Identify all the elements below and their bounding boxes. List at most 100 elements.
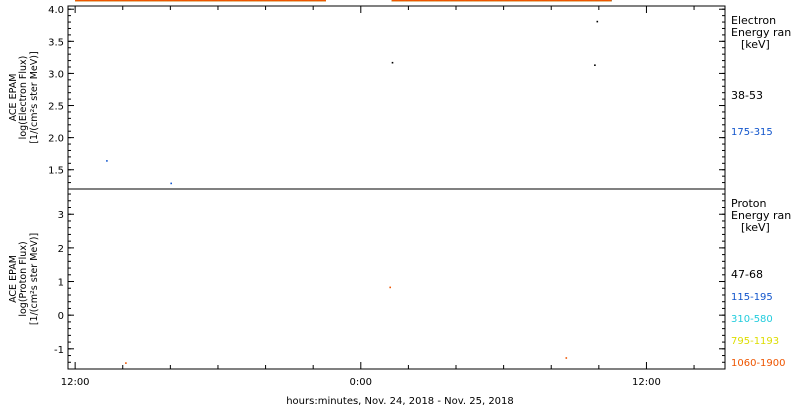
data-point (496, 0, 498, 2)
data-point (431, 0, 433, 2)
data-point (164, 0, 166, 2)
y-axis-label: ACE EPAM (8, 255, 19, 303)
data-point (436, 0, 438, 2)
data-point (415, 0, 417, 2)
data-point (211, 0, 213, 2)
data-point (593, 0, 595, 2)
data-point (295, 0, 298, 2)
data-point (437, 0, 440, 2)
data-point (472, 0, 474, 2)
data-point (268, 0, 270, 2)
data-point (442, 0, 444, 2)
data-point (83, 0, 85, 2)
legend-entry-1060-1900: 1060-1900 (731, 358, 786, 369)
data-point (316, 0, 318, 2)
data-point (570, 0, 572, 2)
data-point (223, 0, 225, 2)
data-point (601, 0, 603, 2)
data-point (219, 0, 222, 2)
data-point (576, 0, 578, 2)
data-point (507, 0, 509, 2)
data-point (420, 0, 422, 2)
data-point (260, 0, 262, 2)
data-point (137, 0, 139, 2)
data-point (524, 0, 526, 2)
data-point (91, 0, 93, 2)
data-point (80, 0, 82, 2)
data-point (540, 0, 542, 2)
data-point (82, 0, 84, 2)
data-point (412, 0, 414, 2)
data-point (402, 0, 404, 2)
data-point (400, 0, 402, 2)
data-point (90, 0, 92, 2)
data-point (151, 0, 153, 2)
data-point (602, 0, 605, 2)
data-point (523, 0, 525, 2)
data-point (123, 0, 125, 2)
data-point (294, 0, 296, 2)
data-point (417, 0, 419, 2)
data-point (536, 0, 538, 2)
data-point (225, 0, 227, 2)
data-point (312, 0, 315, 2)
data-point (581, 0, 583, 2)
data-point (569, 0, 571, 2)
data-point (285, 0, 287, 2)
y-tick-label: 1 (58, 278, 64, 289)
data-point (161, 0, 164, 2)
data-point (276, 0, 278, 2)
y-axis-label: [1/(cm²s ster MeV)] (29, 51, 40, 143)
data-point (565, 0, 567, 2)
data-point (584, 0, 586, 2)
data-point (414, 0, 416, 2)
data-point (245, 0, 247, 2)
x-tick-label: 12:00 (61, 377, 90, 388)
data-point (482, 0, 485, 2)
data-point (189, 0, 192, 2)
data-point (121, 0, 123, 2)
data-point (171, 0, 173, 2)
data-point (231, 0, 233, 2)
data-point (215, 0, 217, 2)
data-point (422, 0, 425, 2)
data-point (136, 0, 138, 2)
data-point (167, 0, 169, 2)
y-tick-label: 3.0 (48, 69, 64, 80)
data-point (416, 0, 418, 2)
y-axis-label: log(Proton Flux) (18, 241, 29, 316)
data-point (124, 0, 126, 2)
data-point (534, 0, 536, 2)
data-point (271, 0, 273, 2)
data-point (452, 0, 455, 2)
data-point (199, 0, 201, 2)
legend-title-line: [keV] (741, 38, 770, 51)
data-point (497, 0, 500, 2)
outlier-point (106, 160, 108, 162)
data-point (539, 0, 541, 2)
data-point (262, 0, 264, 2)
outlier-point (389, 286, 391, 289)
data-point (598, 0, 600, 2)
x-tick-label: 0:00 (350, 377, 372, 388)
data-point (543, 0, 546, 2)
data-point (122, 0, 124, 2)
y-tick-label: 3 (58, 210, 64, 221)
data-point (256, 0, 258, 2)
data-point (509, 0, 511, 2)
data-point (240, 0, 242, 2)
data-point (77, 0, 79, 2)
data-point (589, 0, 592, 2)
data-point (409, 0, 412, 2)
data-point (201, 0, 203, 2)
data-point (395, 0, 397, 2)
data-point (311, 0, 314, 2)
data-point (193, 0, 195, 2)
data-point (608, 0, 610, 2)
data-point (519, 0, 521, 2)
data-point (290, 0, 292, 2)
data-point (600, 0, 602, 2)
data-point (154, 0, 156, 2)
data-point (150, 0, 152, 2)
data-point (178, 0, 180, 2)
